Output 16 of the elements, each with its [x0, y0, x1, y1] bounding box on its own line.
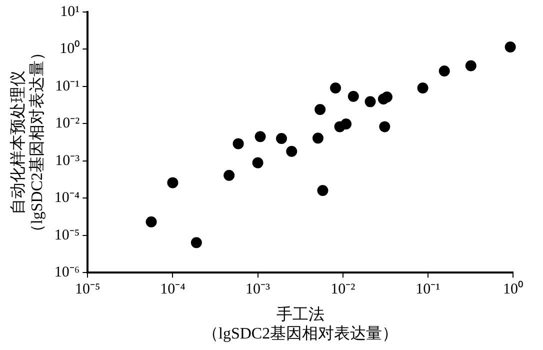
- x-tick-label: 10⁻⁴: [160, 282, 186, 298]
- y-tick-label: 10¹: [60, 4, 80, 20]
- x-tick-label: 10⁻⁵: [75, 282, 100, 298]
- y-tick-label: 10⁻⁵: [54, 227, 80, 244]
- x-axis-title: 手工法（lgSDC2基因相对表达量）: [202, 305, 398, 343]
- y-tick-label: 10⁻⁶: [54, 264, 80, 281]
- y-tick-label: 10⁻²: [55, 116, 80, 132]
- y-tick-label: 10⁻³: [55, 152, 80, 169]
- y-axis-title: 自动化样本预处理仪（lgSDC2基因相对表达量）: [8, 44, 46, 240]
- x-tick-label: 10⁻²: [330, 282, 356, 298]
- x-tick-label: 10⁻³: [246, 282, 271, 298]
- x-tick-label: 10⁰: [503, 280, 523, 298]
- y-tick-label: 10⁻⁴: [54, 190, 80, 206]
- x-tick-label: 10⁻¹: [416, 282, 440, 298]
- y-tick-label: 10⁻¹: [55, 78, 80, 94]
- y-tick-label: 10⁰: [60, 40, 80, 58]
